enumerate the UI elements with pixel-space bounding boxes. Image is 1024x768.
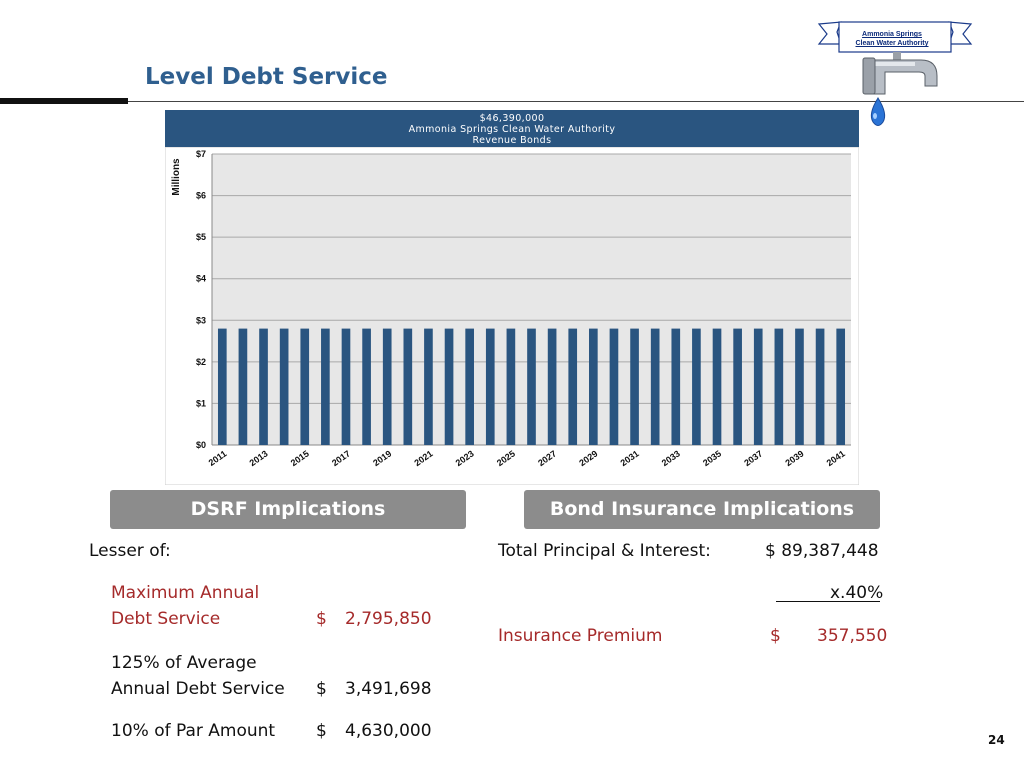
y-tick-label: $3 bbox=[196, 315, 206, 325]
logo-text: Ammonia Springs Clean Water Authority bbox=[842, 30, 942, 48]
bar bbox=[382, 328, 392, 445]
insurance-premium-value: 357,550 bbox=[817, 626, 888, 646]
total-pi-label: Total Principal & Interest: bbox=[498, 541, 711, 561]
dsrf-item1-label2: Debt Service bbox=[111, 609, 221, 629]
y-tick-label: $5 bbox=[196, 232, 206, 242]
page-number: 24 bbox=[988, 733, 1005, 747]
bar bbox=[403, 328, 413, 445]
faucet-logo-icon bbox=[817, 21, 973, 126]
bar bbox=[671, 328, 681, 445]
bar bbox=[424, 328, 433, 445]
chart-header-bond-type: Revenue Bonds bbox=[472, 135, 552, 146]
title-rule-thin bbox=[128, 101, 1024, 102]
y-axis-title: Millions bbox=[171, 158, 182, 196]
y-tick-label: $7 bbox=[196, 149, 206, 159]
bar bbox=[527, 328, 536, 445]
logo-line1: Ammonia Springs bbox=[862, 31, 922, 38]
insurance-premium-label: Insurance Premium bbox=[498, 626, 663, 646]
bar bbox=[815, 328, 825, 445]
bar bbox=[362, 328, 371, 445]
bar bbox=[217, 328, 227, 445]
y-tick-label: $0 bbox=[196, 440, 206, 450]
dsrf-item2-label1: 125% of Average bbox=[111, 653, 257, 673]
bar bbox=[259, 328, 268, 445]
bar bbox=[506, 328, 516, 445]
bar bbox=[795, 328, 804, 445]
bar bbox=[444, 328, 454, 445]
bar bbox=[774, 328, 784, 445]
bar bbox=[589, 328, 598, 445]
dsrf-item2-amount: 3,491,698 bbox=[345, 679, 432, 699]
dsrf-item1-currency: $ bbox=[316, 609, 327, 629]
bar bbox=[733, 328, 742, 445]
dsrf-item1-label1: Maximum Annual bbox=[111, 583, 260, 603]
logo-line2: Clean Water Authority bbox=[855, 40, 929, 47]
dsrf-intro: Lesser of: bbox=[89, 541, 171, 561]
slide-title: Level Debt Service bbox=[145, 64, 388, 90]
bar bbox=[692, 328, 701, 445]
chart-header: $46,390,000 Ammonia Springs Clean Water … bbox=[165, 110, 859, 147]
dsrf-item3-label: 10% of Par Amount bbox=[111, 721, 276, 741]
dsrf-item3-amount: 4,630,000 bbox=[345, 721, 432, 741]
bond-insurance-heading: Bond Insurance Implications bbox=[524, 490, 880, 529]
chart-header-amount: $46,390,000 bbox=[479, 113, 545, 124]
dsrf-item2-currency: $ bbox=[316, 679, 327, 699]
y-tick-label: $1 bbox=[196, 398, 206, 408]
bar bbox=[712, 328, 722, 445]
insurance-rate: x.40% bbox=[830, 583, 884, 603]
bar bbox=[630, 328, 639, 445]
bar bbox=[568, 328, 578, 445]
bar bbox=[753, 328, 763, 445]
y-tick-label: $6 bbox=[196, 191, 206, 201]
y-tick-label: $4 bbox=[196, 274, 206, 284]
dsrf-item3-currency: $ bbox=[316, 721, 327, 741]
dsrf-heading: DSRF Implications bbox=[110, 490, 466, 529]
chart-header-issuer: Ammonia Springs Clean Water Authority bbox=[408, 124, 616, 135]
bar bbox=[341, 328, 351, 445]
insurance-premium-currency: $ bbox=[770, 626, 781, 646]
bar bbox=[485, 328, 495, 445]
bar bbox=[238, 328, 248, 445]
dsrf-item2-label2: Annual Debt Service bbox=[111, 679, 285, 699]
bar bbox=[650, 328, 660, 445]
bar bbox=[321, 328, 330, 445]
title-rule-thick bbox=[0, 98, 128, 104]
bar bbox=[836, 328, 846, 445]
bar bbox=[279, 328, 289, 445]
bar bbox=[300, 328, 310, 445]
bar bbox=[547, 328, 557, 445]
total-pi-value: $ 89,387,448 bbox=[765, 541, 879, 561]
y-tick-label: $2 bbox=[196, 357, 206, 367]
bar bbox=[609, 328, 619, 445]
rate-underline bbox=[776, 601, 880, 602]
dsrf-item1-amount: 2,795,850 bbox=[345, 609, 432, 629]
bar bbox=[465, 328, 474, 445]
